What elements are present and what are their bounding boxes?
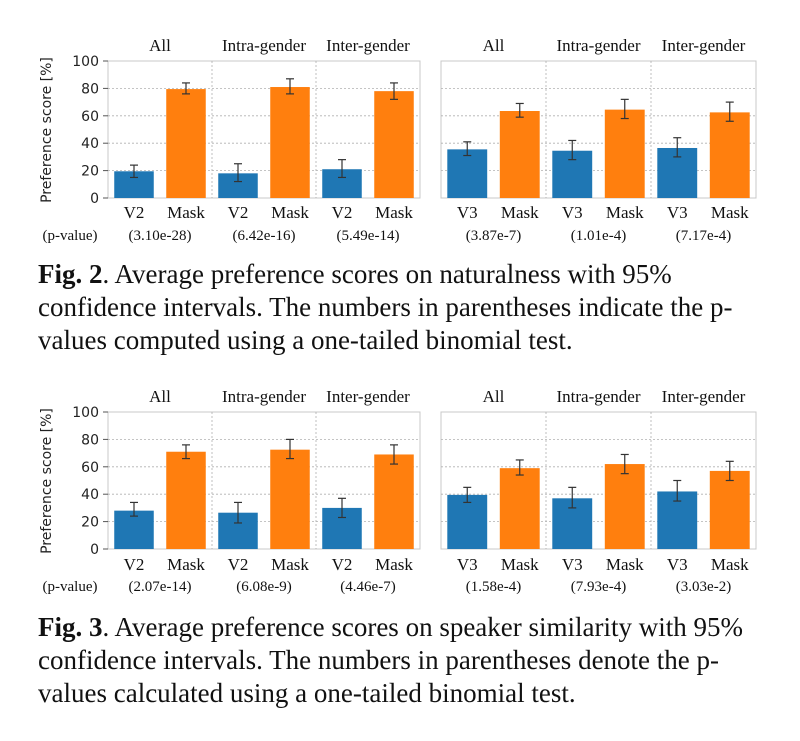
fig2-plot-frame <box>440 60 757 199</box>
fig2-category-label: Mask <box>167 203 205 222</box>
fig3-bar-v2 <box>114 510 154 549</box>
fig3-category-label: V3 <box>667 555 688 574</box>
fig3-bar-v3 <box>447 494 488 549</box>
fig2-y-tick-label: 20 <box>81 164 99 180</box>
fig3-category-label: V2 <box>124 555 145 574</box>
fig3-category-label: Mask <box>711 555 749 574</box>
fig2-bar-mask <box>709 112 750 198</box>
fig3-y-tick-label: 80 <box>81 432 99 448</box>
fig2-category-label: V3 <box>667 203 688 222</box>
fig3-pvalue-label: (3.03e-2) <box>676 579 731 595</box>
fig2-panel-title: Inter-gender <box>662 36 746 55</box>
fig2-pvalue-label: (7.17e-4) <box>676 228 731 244</box>
fig2-category-label: Mask <box>271 203 309 222</box>
fig2-category-label: V2 <box>228 203 249 222</box>
fig3-y-tick-label: 20 <box>81 515 99 531</box>
fig3-y-tick-label: 40 <box>81 487 99 503</box>
figure-2-caption-text: . Average preference scores on naturalne… <box>38 259 733 355</box>
fig3-bar-mask <box>166 451 206 549</box>
fig2-pvalue-row-label: (p-value) <box>43 228 98 244</box>
fig3-category-label: Mask <box>271 555 309 574</box>
fig3-panel-title: All <box>483 387 505 406</box>
fig2-category-label: V3 <box>457 203 478 222</box>
fig2-bar-mask <box>374 91 414 198</box>
fig2-category-label: Mask <box>501 203 539 222</box>
fig2-bar-mask <box>270 87 310 198</box>
fig2-bar-v3 <box>447 149 488 198</box>
fig3-panel-title: Inter-gender <box>326 387 410 406</box>
fig2-y-tick-label: 60 <box>81 109 99 125</box>
fig3-panel-title: Inter-gender <box>662 387 746 406</box>
fig2-pvalue-label: (1.01e-4) <box>571 228 626 244</box>
fig2-bar-mask <box>499 111 540 198</box>
figure-2-label: Fig. 2 <box>38 259 103 289</box>
fig3-y-tick-label: 0 <box>90 542 99 558</box>
fig2-panel-title: All <box>483 36 505 55</box>
fig2-category-label: V2 <box>124 203 145 222</box>
figure-3-caption-text: . Average preference scores on speaker s… <box>38 612 743 708</box>
fig3-category-label: Mask <box>501 555 539 574</box>
fig3-pvalue-label: (4.46e-7) <box>340 579 395 595</box>
fig3-bar-mask <box>499 468 540 549</box>
fig3-category-label: V2 <box>332 555 353 574</box>
fig3-bar-mask <box>709 470 750 549</box>
fig2-y-axis-label: Preference score [%] <box>39 57 55 203</box>
fig2-pvalue-label: (3.10e-28) <box>129 228 192 244</box>
fig2-y-tick-label: 0 <box>90 191 99 207</box>
fig2-bar-mask <box>166 89 206 198</box>
fig3-y-axis-label: Preference score [%] <box>39 408 55 554</box>
fig3-category-label: V2 <box>228 555 249 574</box>
fig3-plot-frame <box>440 411 757 550</box>
fig3-y-tick-label: 100 <box>72 405 99 421</box>
fig3-pvalue-label: (7.93e-4) <box>571 579 626 595</box>
fig3-plot-frame <box>107 411 421 550</box>
fig3-bar-mask <box>374 454 414 549</box>
fig2-pvalue-label: (5.49e-14) <box>337 228 400 244</box>
fig3-panel-title: All <box>149 387 171 406</box>
fig3-panel-title: Intra-gender <box>556 387 640 406</box>
fig3-category-label: V3 <box>457 555 478 574</box>
fig3-pvalue-label: (1.58e-4) <box>466 579 521 595</box>
fig3-category-label: V3 <box>562 555 583 574</box>
fig3-category-label: Mask <box>606 555 644 574</box>
fig2-category-label: Mask <box>711 203 749 222</box>
fig2-category-label: V2 <box>332 203 353 222</box>
fig2-category-label: V3 <box>562 203 583 222</box>
fig2-panel-title: Intra-gender <box>556 36 640 55</box>
fig2-panel-title: Intra-gender <box>222 36 306 55</box>
fig2-plot-frame <box>107 60 421 199</box>
fig2-y-tick-label: 100 <box>72 54 99 70</box>
fig2-category-label: Mask <box>606 203 644 222</box>
fig2-category-label: Mask <box>375 203 413 222</box>
figure-2-caption: Fig. 2. Average preference scores on nat… <box>38 258 778 357</box>
fig3-pvalue-label: (6.08e-9) <box>236 579 291 595</box>
figure-3-label: Fig. 3 <box>38 612 103 642</box>
fig3-y-tick-label: 60 <box>81 460 99 476</box>
fig2-y-tick-label: 40 <box>81 136 99 152</box>
fig2-panel-title: All <box>149 36 171 55</box>
figure-3-caption: Fig. 3. Average preference scores on spe… <box>38 611 778 710</box>
fig2-pvalue-label: (6.42e-16) <box>233 228 296 244</box>
fig3-bar-mask <box>604 464 645 549</box>
fig2-bar-mask <box>604 109 645 198</box>
fig2-panel-title: Inter-gender <box>326 36 410 55</box>
fig3-pvalue-row-label: (p-value) <box>43 579 98 595</box>
fig3-category-label: Mask <box>375 555 413 574</box>
fig3-panel-title: Intra-gender <box>222 387 306 406</box>
fig2-pvalue-label: (3.87e-7) <box>466 228 521 244</box>
fig3-category-label: Mask <box>167 555 205 574</box>
fig3-bar-mask <box>270 449 310 549</box>
fig2-y-tick-label: 80 <box>81 81 99 97</box>
fig3-pvalue-label: (2.07e-14) <box>129 579 192 595</box>
